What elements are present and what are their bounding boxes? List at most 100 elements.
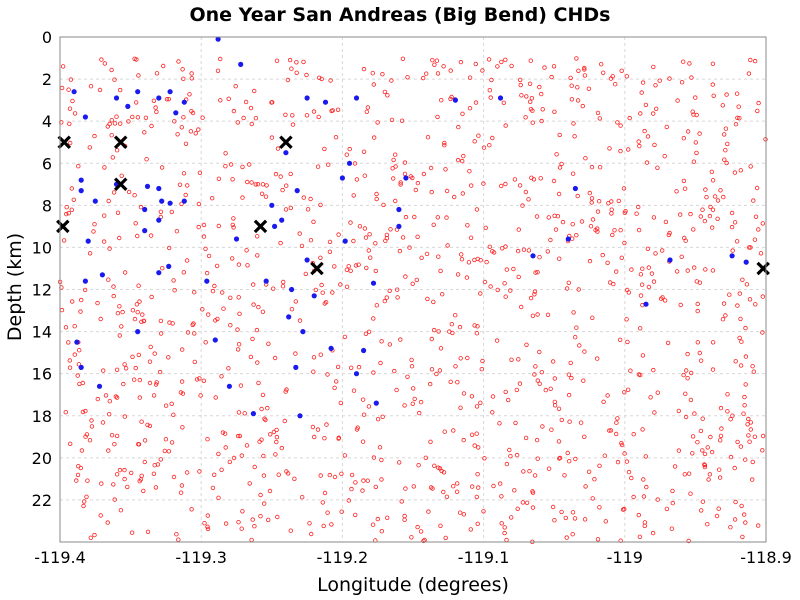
event-point-red — [274, 439, 279, 445]
event-point-red — [126, 189, 132, 195]
event-point-red — [687, 61, 692, 66]
event-point-red — [637, 534, 643, 539]
event-point-red — [550, 504, 556, 510]
event-point-red — [495, 64, 500, 69]
event-point-red — [436, 254, 441, 259]
event-point-red — [166, 449, 172, 454]
event-point-red — [530, 505, 536, 510]
event-point-red — [615, 459, 621, 465]
event-point-red — [135, 310, 140, 315]
event-point-red — [467, 75, 473, 80]
event-point-red — [703, 187, 708, 192]
event-point-red — [514, 452, 520, 458]
event-point-red — [577, 343, 582, 348]
event-point-red — [106, 448, 111, 453]
event-point-red — [370, 70, 375, 76]
event-point-red — [559, 509, 564, 515]
event-point-red — [205, 524, 210, 529]
event-point-red — [129, 530, 135, 535]
event-point-red — [85, 478, 90, 483]
event-point-red — [384, 295, 389, 300]
event-point-blue — [85, 238, 91, 244]
event-point-red — [211, 472, 217, 477]
event-point-red — [616, 198, 621, 204]
event-point-red — [385, 515, 390, 520]
event-point-red — [733, 121, 739, 127]
event-point-red — [746, 71, 752, 76]
event-point-red — [123, 366, 129, 371]
event-point-red — [530, 490, 536, 495]
event-point-red — [695, 308, 700, 314]
event-point-red — [373, 241, 378, 246]
event-point-red — [239, 526, 244, 531]
event-point-red — [732, 170, 738, 175]
event-point-red — [363, 331, 369, 336]
event-point-red — [145, 529, 151, 534]
event-point-red — [658, 296, 664, 301]
event-point-red — [559, 417, 564, 423]
event-point-red — [318, 255, 323, 260]
event-point-red — [528, 99, 533, 104]
event-point-red — [545, 312, 551, 317]
event-point-red — [395, 295, 400, 300]
event-point-red — [219, 374, 224, 379]
event-point-red — [151, 393, 157, 398]
event-point-red — [198, 393, 203, 398]
event-point-red — [379, 457, 384, 463]
event-point-blue — [181, 198, 187, 204]
event-point-red — [114, 472, 120, 477]
event-point-red — [490, 135, 495, 141]
event-point-red — [734, 91, 740, 96]
event-point-red — [213, 318, 218, 323]
event-point-blue — [353, 371, 360, 377]
event-point-red — [459, 257, 465, 262]
event-point-red — [370, 522, 376, 527]
event-point-red — [730, 413, 735, 418]
event-point-red — [217, 56, 223, 62]
event-point-red — [218, 98, 223, 103]
event-point-red — [91, 229, 96, 234]
event-point-red — [557, 455, 563, 461]
event-point-red — [499, 59, 504, 65]
event-point-red — [63, 410, 68, 415]
event-point-red — [84, 494, 89, 499]
event-point-red — [297, 231, 302, 236]
event-point-red — [344, 152, 349, 157]
event-point-red — [681, 178, 687, 184]
event-point-red — [737, 335, 742, 341]
event-point-red — [702, 462, 707, 467]
event-point-red — [304, 113, 310, 118]
event-point-red — [209, 195, 215, 201]
event-point-red — [197, 376, 202, 381]
event-point-red — [363, 235, 369, 240]
event-point-red — [201, 222, 207, 228]
event-point-red — [107, 246, 112, 251]
event-point-red — [335, 107, 341, 112]
event-point-red — [737, 115, 742, 121]
event-point-red — [102, 61, 108, 66]
event-point-red — [614, 431, 619, 437]
event-point-red — [503, 123, 508, 128]
event-point-blue — [346, 160, 353, 166]
event-point-red — [289, 66, 294, 71]
event-point-red — [253, 182, 258, 187]
event-point-red — [511, 266, 516, 272]
event-point-red — [474, 404, 480, 409]
event-point-red — [202, 521, 207, 526]
event-point-red — [526, 197, 531, 202]
event-point-red — [136, 442, 141, 447]
event-point-red — [626, 469, 632, 475]
event-point-red — [588, 223, 594, 229]
event-point-red — [400, 56, 406, 61]
event-point-red — [256, 380, 261, 386]
event-point-red — [190, 110, 196, 116]
event-point-red — [203, 246, 208, 251]
event-point-red — [236, 410, 242, 415]
event-point-blue — [304, 95, 310, 101]
event-point-red — [216, 495, 221, 500]
event-point-red — [502, 281, 507, 286]
event-point-red — [361, 412, 367, 417]
event-point-red — [574, 232, 579, 238]
event-point-red — [470, 484, 475, 489]
event-point-red — [120, 309, 125, 315]
